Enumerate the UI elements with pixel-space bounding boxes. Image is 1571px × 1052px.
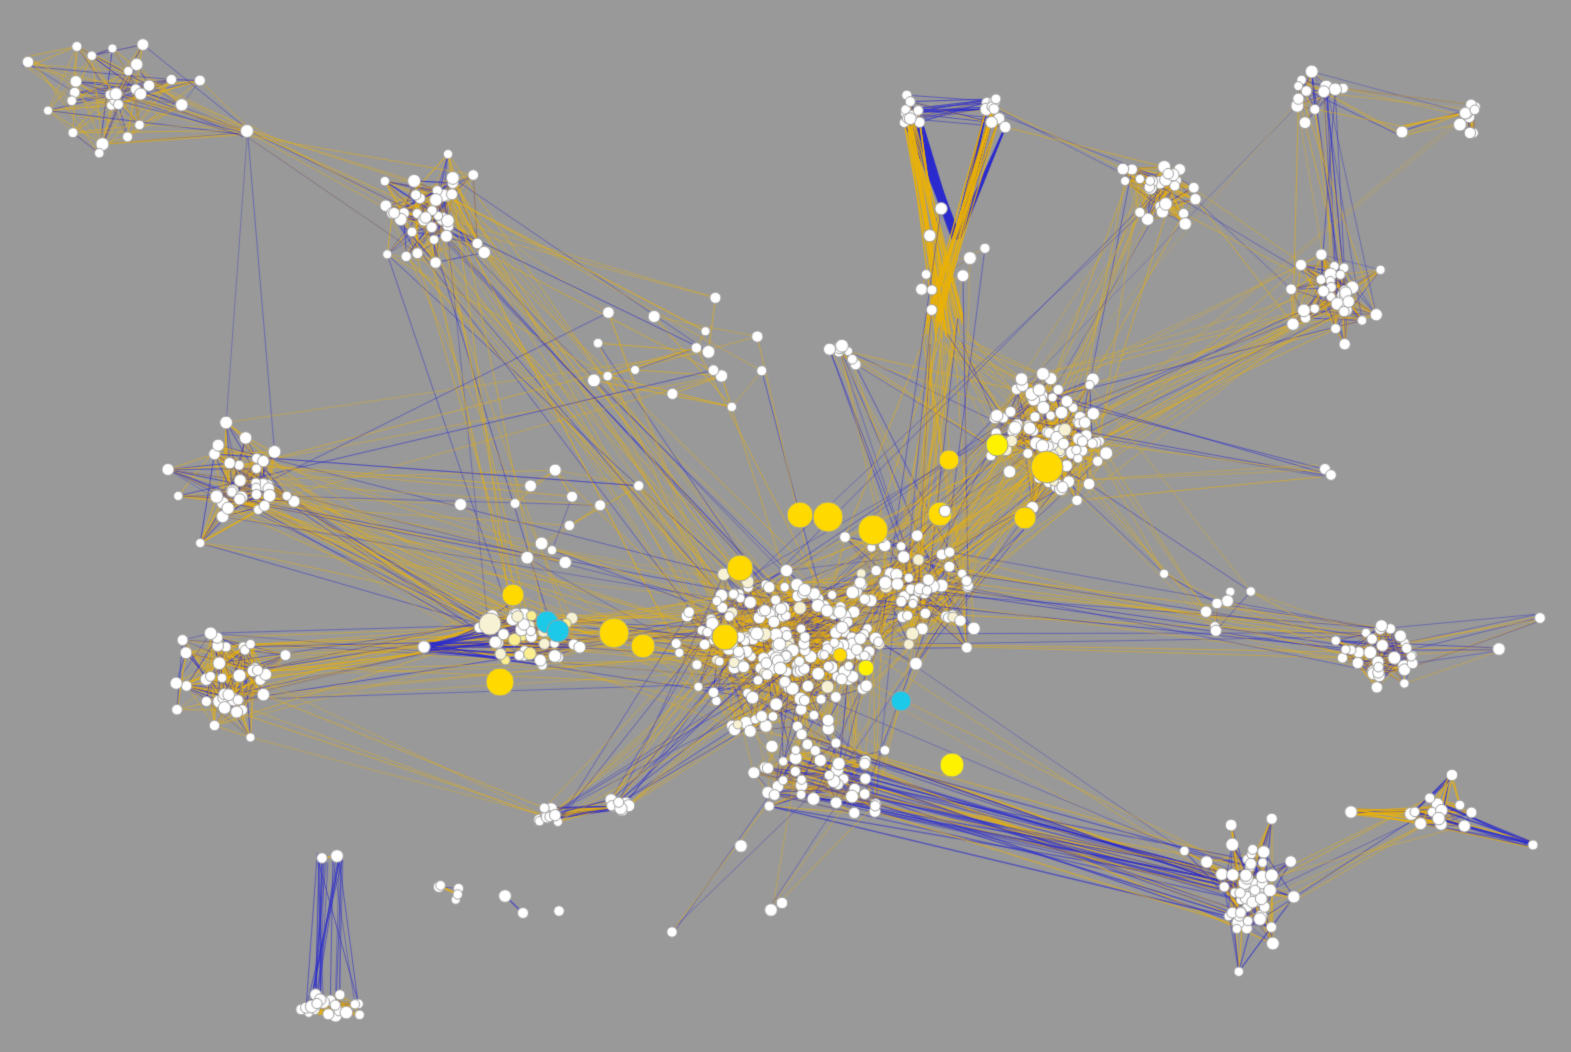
- graph-viewport: [0, 0, 1571, 1052]
- network-graph-canvas[interactable]: [0, 0, 1571, 1052]
